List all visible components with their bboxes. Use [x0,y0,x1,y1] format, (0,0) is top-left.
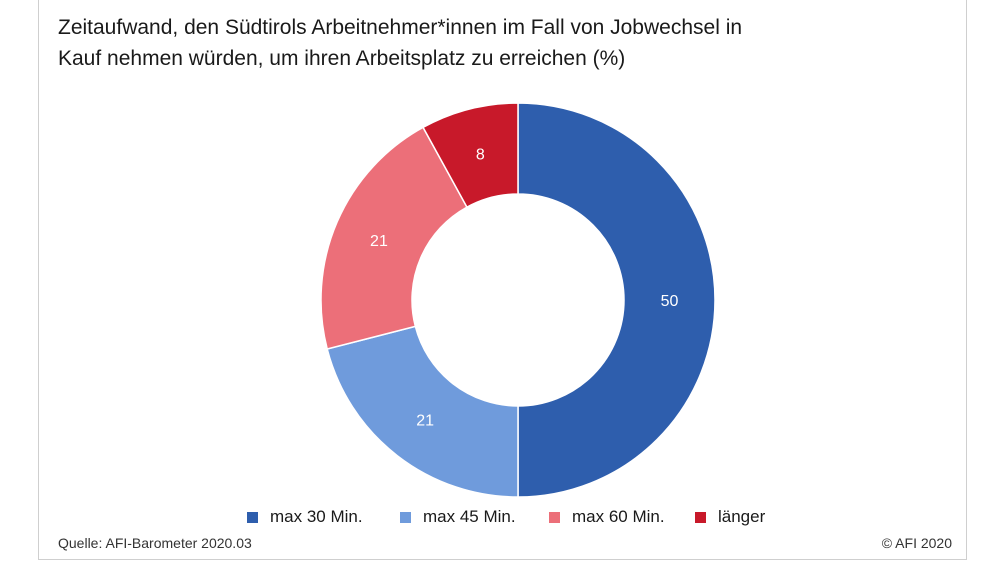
legend-label: max 60 Min. [572,507,665,526]
chart-frame [38,0,967,560]
data-label-max-30-min: 50 [661,293,679,310]
legend-item-länger: länger [695,507,765,527]
donut-slice-max-45-min [326,325,519,498]
legend-label: max 45 Min. [423,507,516,526]
source-note: Quelle: AFI-Barometer 2020.03 [58,535,252,551]
data-label-max-45-min: 21 [416,413,434,430]
donut-slice-max-30-min [517,102,716,498]
legend-item-max-30-min: max 30 Min. [247,507,363,527]
legend-swatch [549,511,560,523]
legend-item-max-45-min: max 45 Min. [400,507,516,527]
legend-item-max-60-min: max 60 Min. [549,507,665,527]
legend-label: max 30 Min. [270,507,363,526]
data-label-länger: 8 [476,146,485,163]
chart-title-line-1: Zeitaufwand, den Südtirols Arbeitnehmer*… [58,16,743,39]
donut-chart: 50 21 21 8 [320,102,716,498]
copyright-note: © AFI 2020 [881,535,952,551]
legend-label: länger [718,507,766,526]
chart-title: Zeitaufwand, den Südtirols Arbeitnehmer*… [58,12,858,74]
donut-slice-länger [422,102,519,209]
chart-legend: max 30 Min. max 45 Min. max 60 Min. länger [0,507,1000,533]
donut-slice-max-60-min [320,126,468,350]
legend-swatch [695,511,706,523]
data-label-max-60-min: 21 [370,233,388,250]
legend-swatch [400,511,411,523]
chart-title-line-2: Kauf nehmen würden, um ihren Arbeitsplat… [58,47,626,70]
legend-swatch [247,511,258,523]
